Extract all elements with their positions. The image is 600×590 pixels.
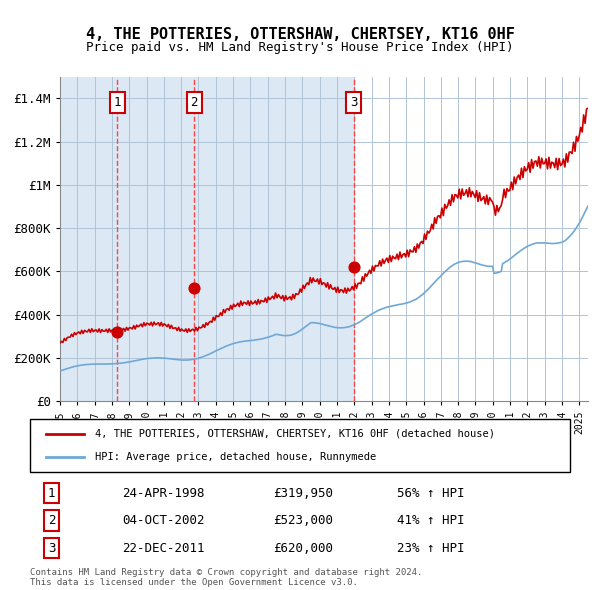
Text: 1: 1	[113, 96, 121, 109]
Bar	[118, 77, 194, 401]
Text: 4, THE POTTERIES, OTTERSHAW, CHERTSEY, KT16 0HF (detached house): 4, THE POTTERIES, OTTERSHAW, CHERTSEY, K…	[95, 429, 495, 439]
Text: 22-DEC-2011: 22-DEC-2011	[122, 542, 204, 555]
Point	[349, 263, 359, 272]
Text: £620,000: £620,000	[273, 542, 333, 555]
Text: 3: 3	[350, 96, 358, 109]
Text: HPI: Average price, detached house, Runnymede: HPI: Average price, detached house, Runn…	[95, 452, 376, 462]
Text: 04-OCT-2002: 04-OCT-2002	[122, 514, 204, 527]
FancyBboxPatch shape	[30, 419, 570, 472]
Text: 41% ↑ HPI: 41% ↑ HPI	[397, 514, 465, 527]
Text: 56% ↑ HPI: 56% ↑ HPI	[397, 487, 465, 500]
Text: 2: 2	[48, 514, 55, 527]
Point	[113, 327, 122, 337]
Text: 2: 2	[191, 96, 198, 109]
Text: 24-APR-1998: 24-APR-1998	[122, 487, 204, 500]
Text: £523,000: £523,000	[273, 514, 333, 527]
Text: 4, THE POTTERIES, OTTERSHAW, CHERTSEY, KT16 0HF: 4, THE POTTERIES, OTTERSHAW, CHERTSEY, K…	[86, 27, 514, 41]
Text: 3: 3	[48, 542, 55, 555]
Text: £319,950: £319,950	[273, 487, 333, 500]
Text: 23% ↑ HPI: 23% ↑ HPI	[397, 542, 465, 555]
Point	[190, 283, 199, 293]
Bar	[194, 77, 354, 401]
Text: Price paid vs. HM Land Registry's House Price Index (HPI): Price paid vs. HM Land Registry's House …	[86, 41, 514, 54]
Text: Contains HM Land Registry data © Crown copyright and database right 2024.
This d: Contains HM Land Registry data © Crown c…	[30, 568, 422, 587]
Text: 1: 1	[48, 487, 55, 500]
Bar	[60, 77, 118, 401]
